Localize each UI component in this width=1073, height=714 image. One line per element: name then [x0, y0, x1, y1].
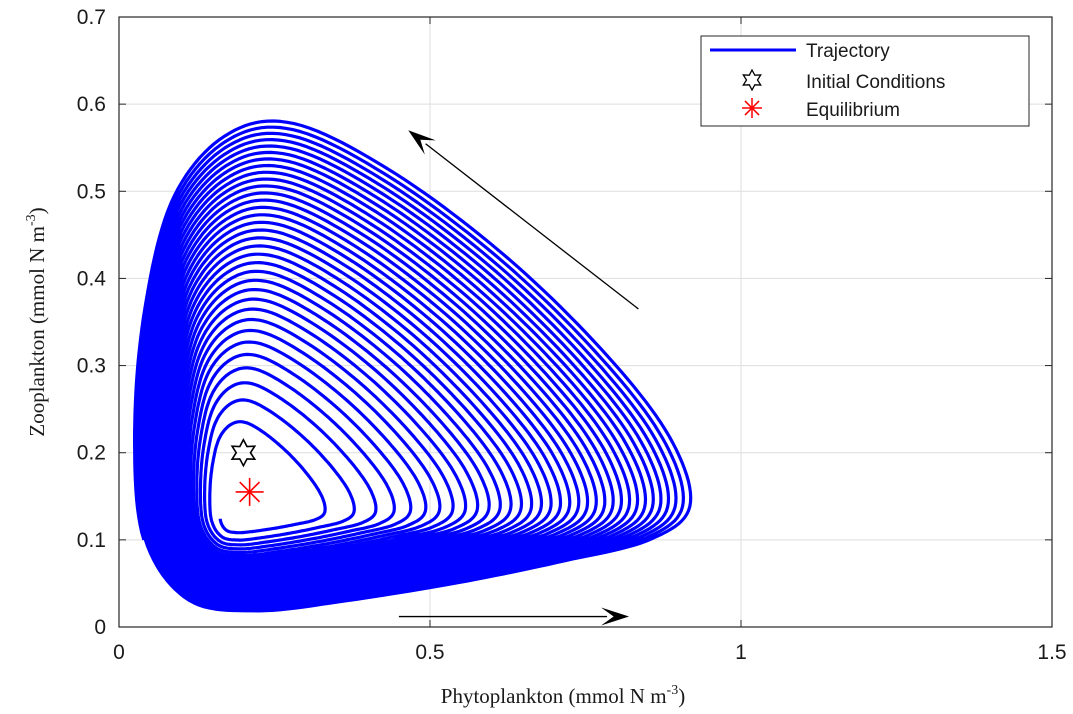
x-tick-label: 1.5 [1037, 641, 1066, 664]
trajectory-line [133, 119, 693, 613]
y-tick-label: 0.6 [77, 93, 106, 116]
y-tick-label: 0.1 [77, 529, 106, 552]
x-axis-label: Phytoplankton (mmol N m-3) [441, 683, 685, 708]
direction-arrow-head [408, 130, 436, 155]
legend-equilibrium-stroke [744, 100, 760, 116]
legend-initial-conditions-label: Initial Conditions [806, 72, 945, 93]
x-tick-label: 1 [735, 641, 747, 664]
y-tick-label: 0.7 [77, 6, 106, 29]
equilibrium-marker-stroke [239, 481, 261, 503]
x-tick-label: 0 [113, 641, 125, 664]
direction-arrow-head [601, 607, 630, 626]
legend-equilibrium-swatch [742, 98, 762, 118]
legend: Trajectory Initial Conditions Equilibriu… [700, 35, 1030, 127]
y-tick-label: 0.2 [77, 442, 106, 465]
x-axis-label-exponent: -3 [667, 683, 679, 698]
y-axis-label: Zooplankton (mmol N m-3) [24, 207, 49, 436]
point-markers [230, 437, 264, 506]
y-tick-label: 0.3 [77, 355, 106, 378]
equilibrium-marker [235, 477, 264, 506]
axis-ticks: 0 0.5 1 1.5 0 0.1 0.2 0.3 0.4 0.5 0.6 0.7 [77, 6, 1067, 664]
y-tick-label: 0.4 [77, 267, 107, 290]
trajectory-series [133, 119, 693, 613]
initial-conditions-marker [230, 437, 257, 468]
legend-equilibrium-label: Equilibrium [806, 100, 900, 121]
legend-initial-conditions-swatch [742, 68, 762, 92]
y-tick-label: 0 [94, 616, 106, 639]
direction-arrows [398, 130, 639, 626]
x-tick-label: 0.5 [415, 641, 444, 664]
y-tick-label: 0.5 [77, 180, 106, 203]
plot-frame [118, 16, 1053, 628]
y-axis-label-exponent: -3 [24, 214, 39, 226]
legend-trajectory-label: Trajectory [806, 41, 890, 62]
direction-arrow-shaft [425, 143, 639, 310]
